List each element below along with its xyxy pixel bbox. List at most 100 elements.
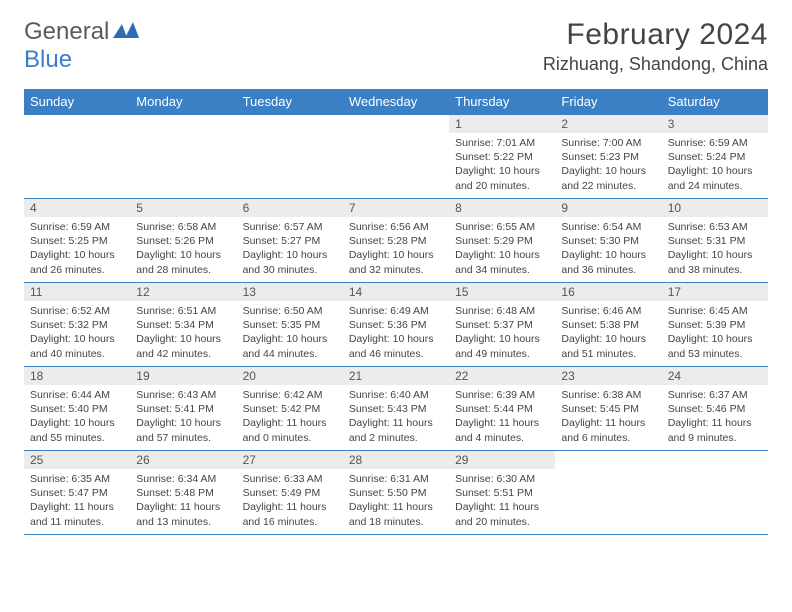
- sunset-line: Sunset: 5:27 PM: [243, 234, 337, 248]
- calendar-week-row: 4Sunrise: 6:59 AMSunset: 5:25 PMDaylight…: [24, 199, 768, 283]
- calendar-day-cell: [343, 115, 449, 199]
- calendar-header-row: Sunday Monday Tuesday Wednesday Thursday…: [24, 89, 768, 115]
- sunrise-line: Sunrise: 6:48 AM: [455, 304, 549, 318]
- day-info: Sunrise: 6:51 AMSunset: 5:34 PMDaylight:…: [130, 301, 236, 365]
- day-number: 2: [555, 115, 661, 133]
- sunset-line: Sunset: 5:46 PM: [668, 402, 762, 416]
- day-number: 17: [662, 283, 768, 301]
- sunrise-line: Sunrise: 6:30 AM: [455, 472, 549, 486]
- day-info: Sunrise: 6:49 AMSunset: 5:36 PMDaylight:…: [343, 301, 449, 365]
- calendar-day-cell: 7Sunrise: 6:56 AMSunset: 5:28 PMDaylight…: [343, 199, 449, 283]
- calendar-week-row: 18Sunrise: 6:44 AMSunset: 5:40 PMDayligh…: [24, 367, 768, 451]
- daylight-line: Daylight: 11 hours and 18 minutes.: [349, 500, 443, 528]
- sunrise-line: Sunrise: 6:59 AM: [668, 136, 762, 150]
- day-header: Friday: [555, 89, 661, 115]
- calendar-day-cell: 23Sunrise: 6:38 AMSunset: 5:45 PMDayligh…: [555, 367, 661, 451]
- calendar-day-cell: 20Sunrise: 6:42 AMSunset: 5:42 PMDayligh…: [237, 367, 343, 451]
- day-number: 7: [343, 199, 449, 217]
- sunset-line: Sunset: 5:48 PM: [136, 486, 230, 500]
- daylight-line: Daylight: 10 hours and 46 minutes.: [349, 332, 443, 360]
- day-info: Sunrise: 6:59 AMSunset: 5:25 PMDaylight:…: [24, 217, 130, 281]
- day-header: Monday: [130, 89, 236, 115]
- calendar-day-cell: 12Sunrise: 6:51 AMSunset: 5:34 PMDayligh…: [130, 283, 236, 367]
- sunset-line: Sunset: 5:41 PM: [136, 402, 230, 416]
- day-number: 19: [130, 367, 236, 385]
- day-info: Sunrise: 6:40 AMSunset: 5:43 PMDaylight:…: [343, 385, 449, 449]
- day-info: Sunrise: 6:35 AMSunset: 5:47 PMDaylight:…: [24, 469, 130, 533]
- day-number: 16: [555, 283, 661, 301]
- calendar-body: 1Sunrise: 7:01 AMSunset: 5:22 PMDaylight…: [24, 115, 768, 535]
- day-info: Sunrise: 7:01 AMSunset: 5:22 PMDaylight:…: [449, 133, 555, 197]
- daylight-line: Daylight: 10 hours and 51 minutes.: [561, 332, 655, 360]
- day-number: 21: [343, 367, 449, 385]
- day-info: Sunrise: 6:53 AMSunset: 5:31 PMDaylight:…: [662, 217, 768, 281]
- calendar-week-row: 1Sunrise: 7:01 AMSunset: 5:22 PMDaylight…: [24, 115, 768, 199]
- sunrise-line: Sunrise: 6:52 AM: [30, 304, 124, 318]
- calendar-day-cell: [662, 451, 768, 535]
- day-number: 12: [130, 283, 236, 301]
- day-number: 28: [343, 451, 449, 469]
- day-info: Sunrise: 6:30 AMSunset: 5:51 PMDaylight:…: [449, 469, 555, 533]
- day-info: Sunrise: 6:54 AMSunset: 5:30 PMDaylight:…: [555, 217, 661, 281]
- day-info: Sunrise: 6:46 AMSunset: 5:38 PMDaylight:…: [555, 301, 661, 365]
- sunrise-line: Sunrise: 6:51 AM: [136, 304, 230, 318]
- calendar-day-cell: 22Sunrise: 6:39 AMSunset: 5:44 PMDayligh…: [449, 367, 555, 451]
- calendar-day-cell: [237, 115, 343, 199]
- calendar-day-cell: 26 Sunrise: 6:34 AMSunset: 5:48 PMDayligh…: [130, 451, 236, 535]
- daylight-line: Daylight: 10 hours and 24 minutes.: [668, 164, 762, 192]
- day-info: Sunrise: 6:59 AMSunset: 5:24 PMDaylight:…: [662, 133, 768, 197]
- daylight-line: Daylight: 10 hours and 57 minutes.: [136, 416, 230, 444]
- sunrise-line: Sunrise: 6:45 AM: [668, 304, 762, 318]
- day-number: 5: [130, 199, 236, 217]
- calendar-day-cell: 11Sunrise: 6:52 AMSunset: 5:32 PMDayligh…: [24, 283, 130, 367]
- sunset-line: Sunset: 5:24 PM: [668, 150, 762, 164]
- daylight-line: Daylight: 11 hours and 9 minutes.: [668, 416, 762, 444]
- calendar-day-cell: 19 Sunrise: 6:43 AMSunset: 5:41 PMDayligh…: [130, 367, 236, 451]
- sunset-line: Sunset: 5:30 PM: [561, 234, 655, 248]
- calendar-day-cell: 21Sunrise: 6:40 AMSunset: 5:43 PMDayligh…: [343, 367, 449, 451]
- sunrise-line: Sunrise: 6:49 AM: [349, 304, 443, 318]
- sunrise-line: Sunrise: 6:55 AM: [455, 220, 549, 234]
- daylight-line: Daylight: 11 hours and 13 minutes.: [136, 500, 230, 528]
- daylight-line: Daylight: 10 hours and 55 minutes.: [30, 416, 124, 444]
- daylight-line: Daylight: 10 hours and 40 minutes.: [30, 332, 124, 360]
- calendar-day-cell: [555, 451, 661, 535]
- logo-word-1: General: [24, 18, 109, 46]
- sunset-line: Sunset: 5:47 PM: [30, 486, 124, 500]
- sunrise-line: Sunrise: 6:34 AM: [136, 472, 230, 486]
- sunset-line: Sunset: 5:39 PM: [668, 318, 762, 332]
- calendar-day-cell: 29Sunrise: 6:30 AMSunset: 5:51 PMDayligh…: [449, 451, 555, 535]
- sunrise-line: Sunrise: 6:54 AM: [561, 220, 655, 234]
- sunset-line: Sunset: 5:40 PM: [30, 402, 124, 416]
- location-title: Rizhuang, Shandong, China: [543, 54, 768, 75]
- sunrise-line: Sunrise: 6:46 AM: [561, 304, 655, 318]
- calendar-day-cell: 5Sunrise: 6:58 AMSunset: 5:26 PMDaylight…: [130, 199, 236, 283]
- daylight-line: Daylight: 10 hours and 38 minutes.: [668, 248, 762, 276]
- sunset-line: Sunset: 5:42 PM: [243, 402, 337, 416]
- sunrise-line: Sunrise: 6:43 AM: [136, 388, 230, 402]
- day-header: Wednesday: [343, 89, 449, 115]
- day-header: Tuesday: [237, 89, 343, 115]
- day-info: Sunrise: 6:58 AMSunset: 5:26 PMDaylight:…: [130, 217, 236, 281]
- daylight-line: Daylight: 10 hours and 49 minutes.: [455, 332, 549, 360]
- daylight-line: Daylight: 11 hours and 6 minutes.: [561, 416, 655, 444]
- day-number: 26: [130, 451, 236, 469]
- calendar-day-cell: 4Sunrise: 6:59 AMSunset: 5:25 PMDaylight…: [24, 199, 130, 283]
- sunset-line: Sunset: 5:49 PM: [243, 486, 337, 500]
- sunset-line: Sunset: 5:31 PM: [668, 234, 762, 248]
- sunset-line: Sunset: 5:34 PM: [136, 318, 230, 332]
- sunrise-line: Sunrise: 6:38 AM: [561, 388, 655, 402]
- sunset-line: Sunset: 5:29 PM: [455, 234, 549, 248]
- daylight-line: Daylight: 10 hours and 20 minutes.: [455, 164, 549, 192]
- calendar-day-cell: 17Sunrise: 6:45 AMSunset: 5:39 PMDayligh…: [662, 283, 768, 367]
- day-number: 13: [237, 283, 343, 301]
- calendar-day-cell: 3Sunrise: 6:59 AMSunset: 5:24 PMDaylight…: [662, 115, 768, 199]
- logo: General: [24, 18, 141, 46]
- sunset-line: Sunset: 5:35 PM: [243, 318, 337, 332]
- sunset-line: Sunset: 5:32 PM: [30, 318, 124, 332]
- sunrise-line: Sunrise: 6:57 AM: [243, 220, 337, 234]
- day-info: Sunrise: 6:31 AMSunset: 5:50 PMDaylight:…: [343, 469, 449, 533]
- day-info: Sunrise: 6:37 AMSunset: 5:46 PMDaylight:…: [662, 385, 768, 449]
- sunrise-line: Sunrise: 6:58 AM: [136, 220, 230, 234]
- day-number: 24: [662, 367, 768, 385]
